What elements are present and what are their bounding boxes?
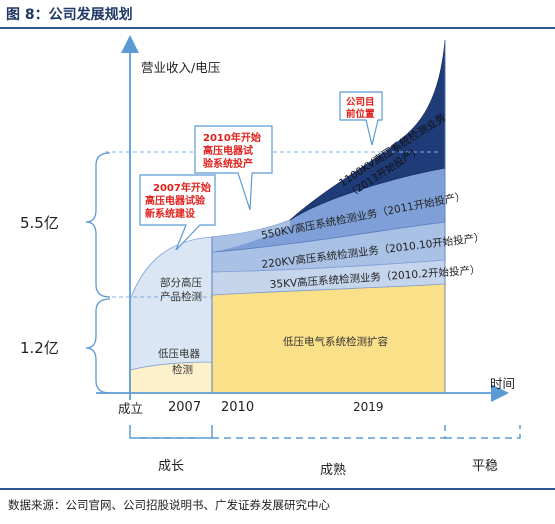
phase-growth: 成长 xyxy=(158,459,184,474)
figure-title: 图 8：公司发展规划 xyxy=(6,7,133,23)
svg-text:高压电器试验: 高压电器试验 xyxy=(145,194,206,207)
brace-1-2 xyxy=(85,298,111,394)
svg-text:2007年开始: 2007年开始 xyxy=(153,181,211,194)
phase-timeline xyxy=(129,425,521,439)
low-voltage-label-1: 低压电器 xyxy=(158,347,200,360)
partial-label-1: 部分高压 xyxy=(160,276,202,289)
band-1100kv-region xyxy=(289,39,446,221)
x-axis-label: 时间 xyxy=(490,376,515,391)
transition-region xyxy=(212,220,290,252)
svg-text:新系统建设: 新系统建设 xyxy=(145,207,195,220)
callout-current-box xyxy=(339,91,383,146)
expansion-label: 低压电气系统检测扩容 xyxy=(283,335,388,348)
phase-mature: 成熟 xyxy=(320,462,346,478)
svg-text:公司目: 公司目 xyxy=(346,97,375,108)
callout-2007-box xyxy=(139,174,216,251)
partial-label-2: 产品检测 xyxy=(160,290,202,303)
x-tick-2007: 2007 xyxy=(168,400,201,415)
brace-5-5 xyxy=(85,152,111,298)
title-rule xyxy=(0,27,555,29)
svg-text:验系统投产: 验系统投产 xyxy=(203,157,253,170)
callout-2010-box xyxy=(194,125,273,211)
x-tick-founded: 成立 xyxy=(118,401,143,416)
source-note: 数据来源：公司官网、公司招股说明书、广发证券发展研究中心 xyxy=(8,498,330,512)
svg-text:前位置: 前位置 xyxy=(346,108,375,120)
source-rule xyxy=(0,488,555,490)
x-tick-2010: 2010 xyxy=(221,400,254,415)
phase-stable: 平稳 xyxy=(472,458,498,474)
x-tick-2019: 2019 xyxy=(353,400,384,414)
y-tick-1-2: 1.2亿 xyxy=(20,339,59,357)
low-voltage-label-2: 检测 xyxy=(172,363,193,376)
y-axis-label: 营业收入/电压 xyxy=(141,60,220,75)
y-tick-5-5: 5.5亿 xyxy=(20,214,59,232)
svg-text:2010年开始: 2010年开始 xyxy=(203,131,261,144)
svg-text:高压电器试: 高压电器试 xyxy=(203,144,253,157)
